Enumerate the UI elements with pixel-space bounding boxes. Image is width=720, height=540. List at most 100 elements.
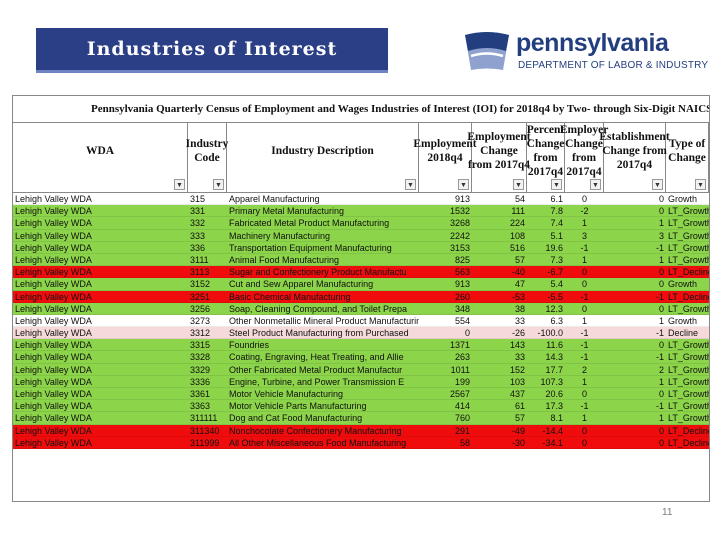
cell-industry-description[interactable]: Coating, Engraving, Heat Treating, and A… — [229, 352, 404, 363]
cell-percent-change[interactable]: 17.7 — [545, 364, 563, 375]
table-row[interactable]: Lehigh Valley WDA 336 Transportation Equip… — [13, 241, 709, 254]
filter-dropdown-icon[interactable]: ▼ — [405, 179, 416, 190]
cell-industry-description[interactable]: Steel Product Manufacturing from Purchas… — [229, 328, 409, 339]
cell-industry-code[interactable]: 311999 — [190, 437, 220, 448]
cell-employment[interactable]: 58 — [459, 437, 470, 448]
cell-percent-change[interactable]: 19.6 — [545, 242, 563, 253]
cell-wda[interactable]: Lehigh Valley WDA — [15, 340, 92, 351]
table-row[interactable]: Lehigh Valley WDA 3315 Foundries 1371 143 11.… — [13, 339, 709, 352]
cell-employer-change[interactable]: 0 — [581, 303, 587, 314]
cell-employment[interactable]: 825 — [454, 254, 470, 265]
cell-employment-change[interactable]: 143 — [509, 340, 525, 351]
cell-employment-change[interactable]: 103 — [509, 376, 525, 387]
cell-employer-change[interactable]: -1 — [580, 328, 589, 339]
cell-employer-change[interactable]: 1 — [581, 254, 587, 265]
cell-type-of-change[interactable]: LT_Growth — [668, 206, 709, 217]
cell-industry-description[interactable]: Cut and Sew Apparel Manufacturing — [229, 279, 374, 290]
cell-industry-code[interactable]: 3328 — [190, 352, 211, 363]
cell-employer-change[interactable]: -1 — [580, 352, 589, 363]
cell-industry-description[interactable]: Motor Vehicle Parts Manufacturing — [229, 401, 367, 412]
cell-type-of-change[interactable]: LT_Growth — [668, 364, 709, 375]
cell-type-of-change[interactable]: LT_Growth — [668, 242, 709, 253]
cell-industry-code[interactable]: 315 — [190, 194, 206, 204]
table-row[interactable]: Lehigh Valley WDA 3251 Basic Chemical Manu… — [13, 290, 709, 303]
cell-industry-description[interactable]: Soap, Cleaning Compound, and Toilet Prep… — [229, 303, 407, 314]
table-row[interactable]: Lehigh Valley WDA 3273 Other Nonmetallic M… — [13, 314, 709, 328]
table-row[interactable]: Lehigh Valley WDA 332 Fabricated Metal Pro… — [13, 217, 709, 230]
cell-employment[interactable]: 199 — [454, 376, 470, 387]
cell-employer-change[interactable]: -1 — [580, 340, 589, 351]
cell-industry-description[interactable]: Motor Vehicle Manufacturing — [229, 389, 344, 399]
cell-establishment-change[interactable]: 2 — [658, 364, 664, 375]
cell-establishment-change[interactable]: 0 — [658, 437, 664, 448]
cell-industry-code[interactable]: 331 — [190, 206, 206, 217]
cell-industry-description[interactable]: Fabricated Metal Product Manufacturing — [229, 218, 390, 229]
cell-wda[interactable]: Lehigh Valley WDA — [15, 218, 92, 229]
cell-establishment-change[interactable]: 0 — [658, 279, 664, 290]
cell-establishment-change[interactable]: 0 — [658, 206, 664, 217]
cell-employment[interactable]: 2242 — [449, 230, 470, 241]
filter-dropdown-icon[interactable]: ▼ — [458, 179, 469, 190]
cell-employment-change[interactable]: 516 — [509, 242, 525, 253]
cell-employment-change[interactable]: 38 — [514, 303, 525, 314]
cell-percent-change[interactable]: -34.1 — [542, 437, 563, 448]
cell-employment[interactable]: 3153 — [449, 242, 470, 253]
cell-industry-code[interactable]: 3256 — [190, 303, 211, 314]
cell-employer-change[interactable]: 1 — [581, 315, 587, 326]
cell-percent-change[interactable]: -14.4 — [542, 425, 563, 436]
table-row[interactable]: Lehigh Valley WDA 331 Primary Metal Manufa… — [13, 205, 709, 218]
cell-industry-code[interactable]: 3111 — [190, 254, 209, 265]
cell-industry-code[interactable]: 311340 — [190, 425, 220, 436]
cell-industry-code[interactable]: 3329 — [190, 364, 211, 375]
cell-type-of-change[interactable]: LT_Decline — [668, 425, 709, 436]
cell-employment-change[interactable]: 108 — [509, 230, 525, 241]
table-row[interactable]: Lehigh Valley WDA 3363 Motor Vehicle Parts… — [13, 400, 709, 413]
cell-industry-description[interactable]: Apparel Manufacturing — [229, 194, 320, 204]
cell-employment[interactable]: 414 — [454, 401, 470, 412]
cell-employer-change[interactable]: 1 — [581, 218, 587, 229]
cell-wda[interactable]: Lehigh Valley WDA — [15, 279, 92, 290]
cell-wda[interactable]: Lehigh Valley WDA — [15, 328, 92, 339]
filter-dropdown-icon[interactable]: ▼ — [213, 179, 224, 190]
table-row[interactable]: Lehigh Valley WDA 3312 Steel Product Manuf… — [13, 327, 709, 340]
cell-type-of-change[interactable]: LT_Growth — [668, 352, 709, 363]
cell-type-of-change[interactable]: LT_Growth — [668, 401, 709, 412]
cell-industry-description[interactable]: Other Nonmetallic Mineral Product Manufa… — [229, 315, 419, 326]
cell-employer-change[interactable]: -1 — [580, 242, 589, 253]
cell-type-of-change[interactable]: LT_Growth — [668, 303, 709, 314]
cell-type-of-change[interactable]: Growth — [668, 194, 698, 204]
cell-employment[interactable]: 760 — [454, 413, 470, 424]
cell-percent-change[interactable]: 7.4 — [550, 218, 563, 229]
cell-percent-change[interactable]: 6.3 — [550, 315, 563, 326]
cell-employment[interactable]: 291 — [454, 425, 470, 436]
cell-employment[interactable]: 2567 — [449, 389, 470, 399]
cell-wda[interactable]: Lehigh Valley WDA — [15, 230, 92, 241]
cell-employment[interactable]: 913 — [454, 279, 470, 290]
cell-percent-change[interactable]: 7.3 — [550, 254, 563, 265]
cell-wda[interactable]: Lehigh Valley WDA — [15, 291, 92, 302]
cell-industry-code[interactable]: 3336 — [190, 376, 211, 387]
cell-wda[interactable]: Lehigh Valley WDA — [15, 254, 92, 265]
cell-employer-change[interactable]: 1 — [581, 376, 587, 387]
cell-employer-change[interactable]: 3 — [581, 230, 587, 241]
cell-percent-change[interactable]: 107.3 — [540, 376, 563, 387]
cell-employer-change[interactable]: 0 — [581, 389, 587, 399]
cell-industry-code[interactable]: 311111 — [190, 413, 218, 424]
cell-establishment-change[interactable]: 1 — [658, 315, 664, 326]
cell-establishment-change[interactable]: 0 — [658, 267, 664, 278]
filter-dropdown-icon[interactable]: ▼ — [590, 179, 601, 190]
cell-type-of-change[interactable]: LT_Decline — [668, 267, 709, 278]
cell-employment-change[interactable]: 57 — [514, 413, 525, 424]
cell-percent-change[interactable]: 20.6 — [545, 389, 563, 399]
cell-employment[interactable]: 1011 — [450, 364, 470, 375]
cell-wda[interactable]: Lehigh Valley WDA — [15, 401, 92, 412]
cell-employment[interactable]: 260 — [454, 291, 470, 302]
cell-industry-description[interactable]: Machinery Manufacturing — [229, 230, 331, 241]
cell-establishment-change[interactable]: -1 — [655, 352, 664, 363]
cell-employment-change[interactable]: -49 — [511, 425, 525, 436]
cell-wda[interactable]: Lehigh Valley WDA — [15, 376, 92, 387]
cell-wda[interactable]: Lehigh Valley WDA — [15, 413, 92, 424]
filter-dropdown-icon[interactable]: ▼ — [652, 179, 663, 190]
cell-establishment-change[interactable]: -1 — [655, 328, 664, 339]
cell-percent-change[interactable]: -100.0 — [537, 328, 563, 339]
